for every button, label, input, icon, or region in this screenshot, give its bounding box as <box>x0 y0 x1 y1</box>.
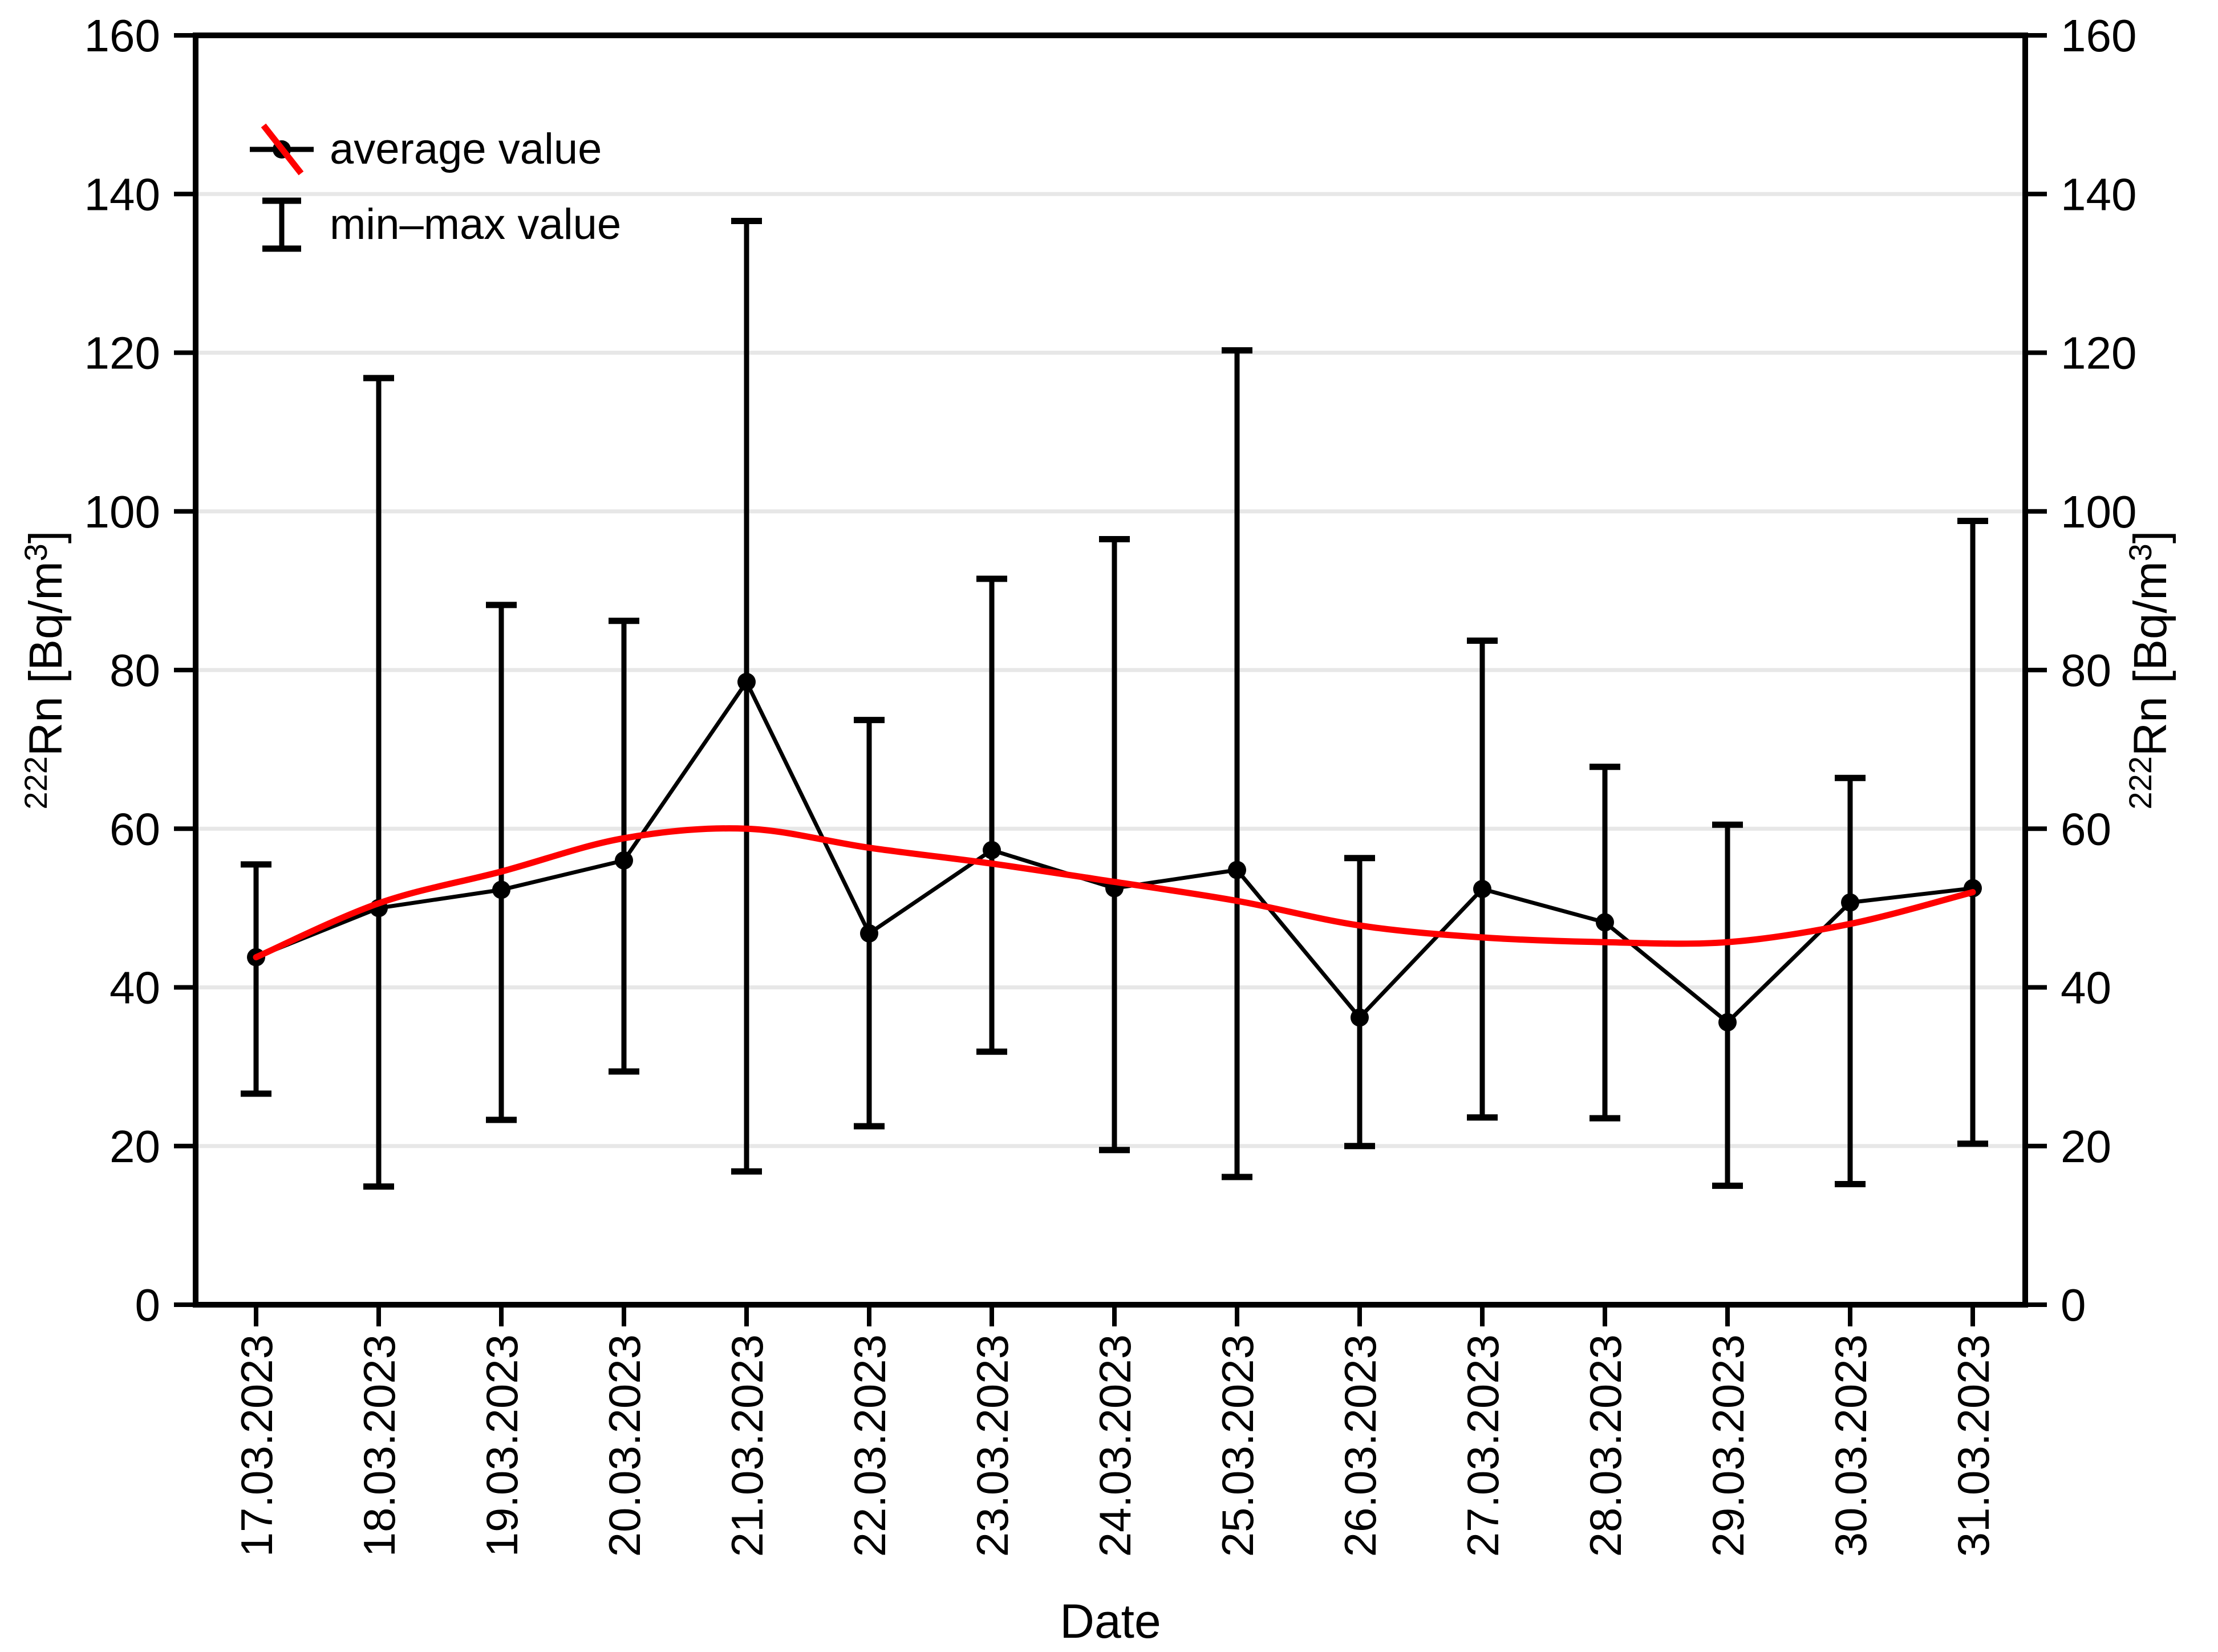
x-tick-label: 27.03.2023 <box>1458 1334 1508 1557</box>
average-point <box>492 880 510 899</box>
legend-label-minmax: min–max value <box>330 200 622 249</box>
x-tick-label: 21.03.2023 <box>722 1334 772 1557</box>
average-point <box>1596 913 1614 932</box>
y-axis-title-right: 222Rn [Bq/m3] <box>2122 530 2176 809</box>
y-tick-label-right: 60 <box>2061 803 2111 854</box>
x-tick-label: 17.03.2023 <box>232 1334 282 1557</box>
x-tick-label: 20.03.2023 <box>599 1334 650 1557</box>
y-tick-label-right: 20 <box>2061 1121 2111 1172</box>
average-point <box>1351 1008 1369 1027</box>
legend-item-average: average value <box>246 121 621 178</box>
y-tick-label-right: 40 <box>2061 963 2111 1013</box>
y-tick-label-left: 40 <box>110 963 160 1013</box>
x-tick-label: 24.03.2023 <box>1090 1334 1140 1557</box>
average-point <box>860 924 878 943</box>
y-tick-label-right: 0 <box>2061 1280 2086 1330</box>
min-max-error-bars <box>241 218 1988 1190</box>
x-tick-label: 23.03.2023 <box>967 1334 1017 1557</box>
plot-frame <box>193 33 2028 1308</box>
y-tick-label-left: 60 <box>110 803 160 854</box>
x-tick-label: 25.03.2023 <box>1213 1334 1263 1557</box>
x-tick-label: 31.03.2023 <box>1948 1334 1998 1557</box>
y-tick-label-left: 0 <box>135 1280 161 1330</box>
average-point <box>1718 1013 1737 1032</box>
y-axis-title-left: 222Rn [Bq/m3] <box>18 530 72 809</box>
average-point <box>983 841 1001 859</box>
axis-tick-labels: 0 0 20 20 40 40 60 60 80 80 100 100 120 120 140 140 160 1… <box>84 10 2137 1557</box>
average-value-symbol-icon <box>250 123 314 176</box>
y-tick-label-left: 80 <box>110 645 160 696</box>
axes-frame <box>193 33 2028 1308</box>
trend-path <box>253 825 1976 961</box>
legend: average value min–max value <box>246 121 621 253</box>
x-tick-label: 18.03.2023 <box>354 1334 404 1557</box>
y-tick-label-right: 100 <box>2061 486 2136 537</box>
min-max-symbol-icon <box>262 197 301 252</box>
y-tick-label-left: 160 <box>84 10 160 61</box>
y-tick-label-right: 120 <box>2061 328 2136 379</box>
average-point <box>1841 893 1859 912</box>
x-tick-label: 28.03.2023 <box>1580 1334 1631 1557</box>
average-point <box>615 851 633 870</box>
x-tick-label: 29.03.2023 <box>1703 1334 1753 1557</box>
x-tick-label: 26.03.2023 <box>1335 1334 1385 1557</box>
x-axis-title: Date <box>1060 1594 1161 1648</box>
y-tick-label-left: 140 <box>84 169 160 220</box>
x-tick-label: 19.03.2023 <box>477 1334 527 1557</box>
y-tick-label-left: 120 <box>84 328 160 379</box>
average-point <box>737 672 756 691</box>
average-point <box>1228 860 1246 879</box>
y-tick-label-right: 160 <box>2061 10 2136 61</box>
axis-ticks <box>174 33 2047 1326</box>
y-tick-label-right: 80 <box>2061 645 2111 696</box>
legend-label-average: average value <box>330 125 602 173</box>
y-tick-label-left: 100 <box>84 486 160 537</box>
y-tick-label-left: 20 <box>110 1121 160 1172</box>
x-tick-label: 22.03.2023 <box>845 1334 895 1557</box>
x-tick-label: 30.03.2023 <box>1826 1334 1876 1557</box>
y-tick-label-right: 140 <box>2061 169 2136 220</box>
legend-item-minmax: min–max value <box>246 196 621 253</box>
average-series <box>247 672 1982 1032</box>
axis-titles: 222Rn [Bq/m3] 222Rn [Bq/m3] <box>18 530 2176 809</box>
trend-curve <box>253 825 1976 961</box>
average-point <box>1473 879 1491 898</box>
